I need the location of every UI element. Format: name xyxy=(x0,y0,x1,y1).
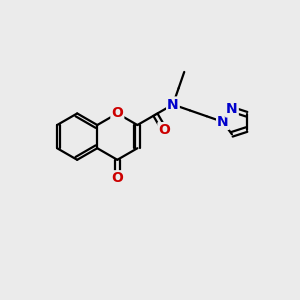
Text: N: N xyxy=(226,102,238,116)
Text: O: O xyxy=(158,123,170,137)
Text: O: O xyxy=(111,106,123,120)
Text: N: N xyxy=(217,115,229,129)
Text: O: O xyxy=(111,171,123,185)
Text: N: N xyxy=(167,98,179,112)
